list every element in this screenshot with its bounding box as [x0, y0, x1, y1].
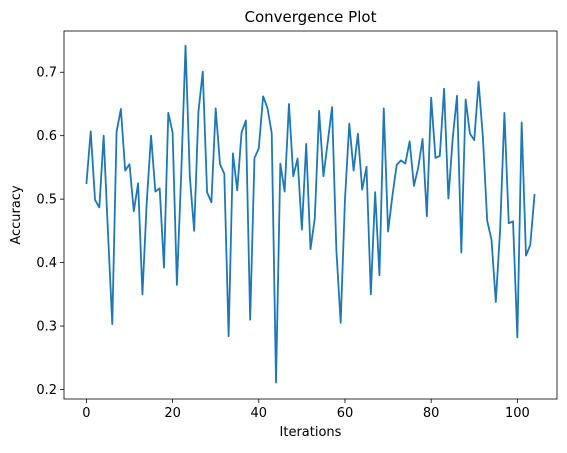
- y-tick-label: 0.6: [36, 129, 57, 144]
- y-tick-label: 0.7: [36, 66, 57, 81]
- x-tick-label: 80: [423, 406, 440, 421]
- y-tick-label: 0.5: [36, 193, 57, 208]
- y-axis-label: Accuracy: [9, 185, 24, 245]
- x-tick-label: 100: [505, 406, 530, 421]
- x-axis-label: Iterations: [280, 425, 342, 440]
- y-tick-label: 0.2: [36, 383, 57, 398]
- x-axis: 0 20 40 60 80 100: [82, 399, 530, 421]
- y-tick-label: 0.4: [36, 256, 57, 271]
- y-tick-label: 0.3: [36, 320, 57, 335]
- chart-title: Convergence Plot: [245, 8, 377, 26]
- x-tick-label: 60: [337, 406, 354, 421]
- x-tick-label: 40: [251, 406, 268, 421]
- plot-area: [63, 30, 558, 400]
- x-tick-label: 20: [164, 406, 181, 421]
- x-tick-label: 0: [82, 406, 90, 421]
- accuracy-series-line: [85, 44, 536, 384]
- y-axis: 0.2 0.3 0.4 0.5 0.6 0.7: [36, 66, 64, 398]
